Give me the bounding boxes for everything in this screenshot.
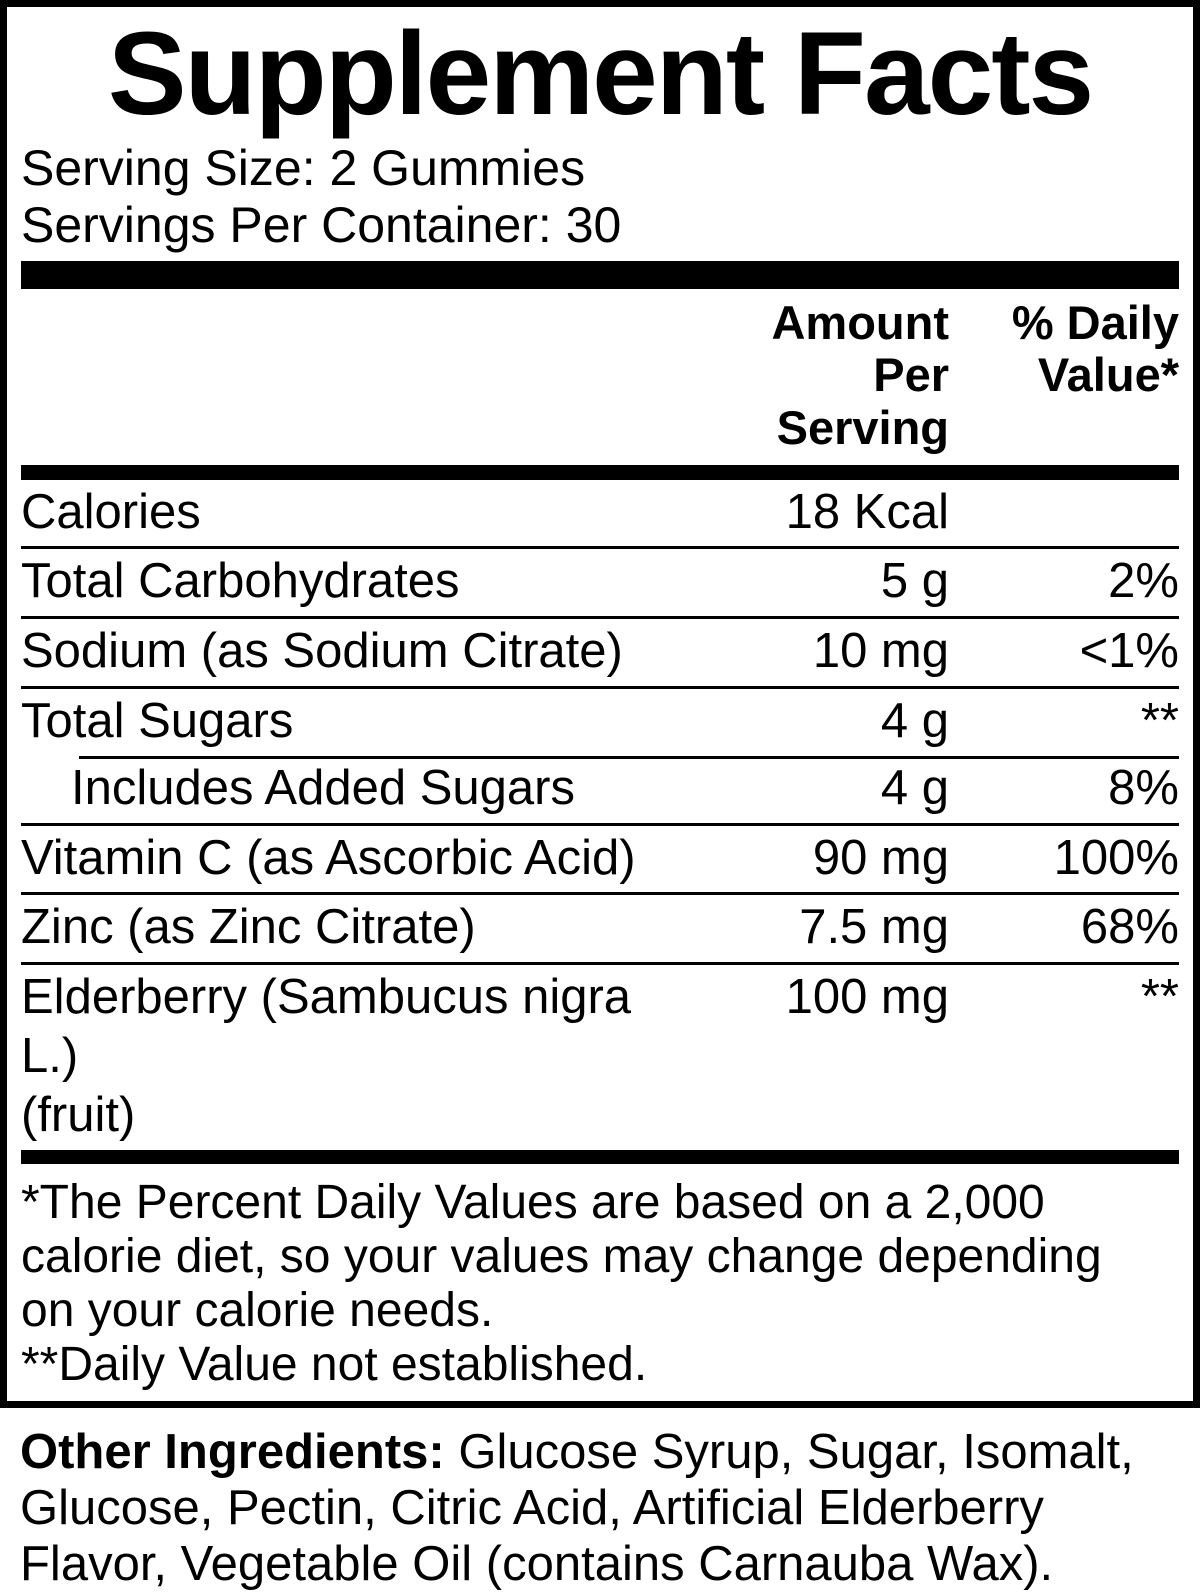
table-header-row: Amount Per Serving % Daily Value* bbox=[21, 289, 1179, 465]
nutrient-daily-value: 8% bbox=[1108, 760, 1179, 815]
nutrient-name: Vitamin C (as Ascorbic Acid) bbox=[21, 830, 636, 885]
other-ingredients-label: Other Ingredients: bbox=[20, 1424, 445, 1479]
serving-size-line: Serving Size: 2 Gummies bbox=[21, 139, 586, 196]
nutrient-amount: 18 Kcal bbox=[785, 484, 949, 539]
nutrient-daily-value: 2% bbox=[1108, 554, 1179, 609]
nutrient-name: Sodium (as Sodium Citrate) bbox=[21, 624, 623, 679]
nutrient-daily-value: <1% bbox=[1079, 624, 1179, 679]
divider-bar-bottom bbox=[21, 1149, 1179, 1164]
nutrient-daily-value: 100% bbox=[1053, 830, 1179, 885]
table-row: Includes Added Sugars 4 g 8% bbox=[21, 755, 1179, 823]
nutrient-daily-value: ** bbox=[1140, 693, 1179, 748]
table-row: Zinc (as Zinc Citrate) 7.5 mg 68% bbox=[21, 892, 1179, 962]
nutrient-amount: 100 mg bbox=[785, 970, 949, 1025]
other-ingredients: Other Ingredients: Glucose Syrup, Sugar,… bbox=[20, 1424, 1190, 1593]
nutrient-amount: 5 g bbox=[880, 554, 949, 609]
nutrient-amount: 90 mg bbox=[812, 830, 949, 885]
table-row: Elderberry (Sambucus nigra L.) (fruit) 1… bbox=[21, 962, 1179, 1149]
nutrient-name: Total Carbohydrates bbox=[21, 554, 460, 609]
facts-table: Calories 18 Kcal Total Carbohydrates 5 g… bbox=[21, 480, 1179, 1150]
supplement-facts-panel: Supplement Facts Serving Size: 2 Gummies… bbox=[0, 0, 1200, 1408]
nutrient-amount: 4 g bbox=[880, 760, 949, 815]
nutrient-daily-value: ** bbox=[1140, 970, 1179, 1025]
amount-per-serving-header: Amount Per Serving bbox=[771, 295, 949, 454]
serving-info: Serving Size: 2 Gummies Servings Per Con… bbox=[21, 140, 1179, 254]
not-established-footnote: **Daily Value not established. bbox=[21, 1338, 648, 1392]
daily-value-footnote: *The Percent Daily Values are based on a… bbox=[21, 1175, 1102, 1338]
divider-bar-medium bbox=[21, 464, 1179, 480]
footnote-block: *The Percent Daily Values are based on a… bbox=[21, 1164, 1179, 1393]
table-row: Calories 18 Kcal bbox=[21, 480, 1179, 547]
nutrient-name: Calories bbox=[21, 484, 201, 539]
table-row: Total Carbohydrates 5 g 2% bbox=[21, 546, 1179, 616]
nutrient-amount: 7.5 mg bbox=[799, 900, 949, 955]
nutrient-name: Includes Added Sugars bbox=[71, 760, 575, 815]
table-row: Sodium (as Sodium Citrate) 10 mg <1% bbox=[21, 616, 1179, 686]
servings-per-container-line: Servings Per Container: 30 bbox=[21, 196, 622, 253]
nutrient-daily-value: 68% bbox=[1080, 900, 1179, 955]
nutrient-name: Elderberry (Sambucus nigra L.) (fruit) bbox=[21, 970, 632, 1142]
nutrient-amount: 10 mg bbox=[812, 624, 949, 679]
table-header-spacer bbox=[21, 297, 701, 455]
panel-title: Supplement Facts bbox=[107, 8, 1094, 140]
daily-value-header: % Daily Value* bbox=[1011, 295, 1179, 402]
nutrient-name: Total Sugars bbox=[21, 693, 294, 748]
divider-bar-thick bbox=[21, 260, 1179, 289]
nutrient-name: Zinc (as Zinc Citrate) bbox=[21, 900, 476, 955]
table-row: Vitamin C (as Ascorbic Acid) 90 mg 100% bbox=[21, 822, 1179, 893]
nutrient-amount: 4 g bbox=[880, 693, 949, 748]
table-row: Total Sugars 4 g ** bbox=[21, 685, 1179, 756]
